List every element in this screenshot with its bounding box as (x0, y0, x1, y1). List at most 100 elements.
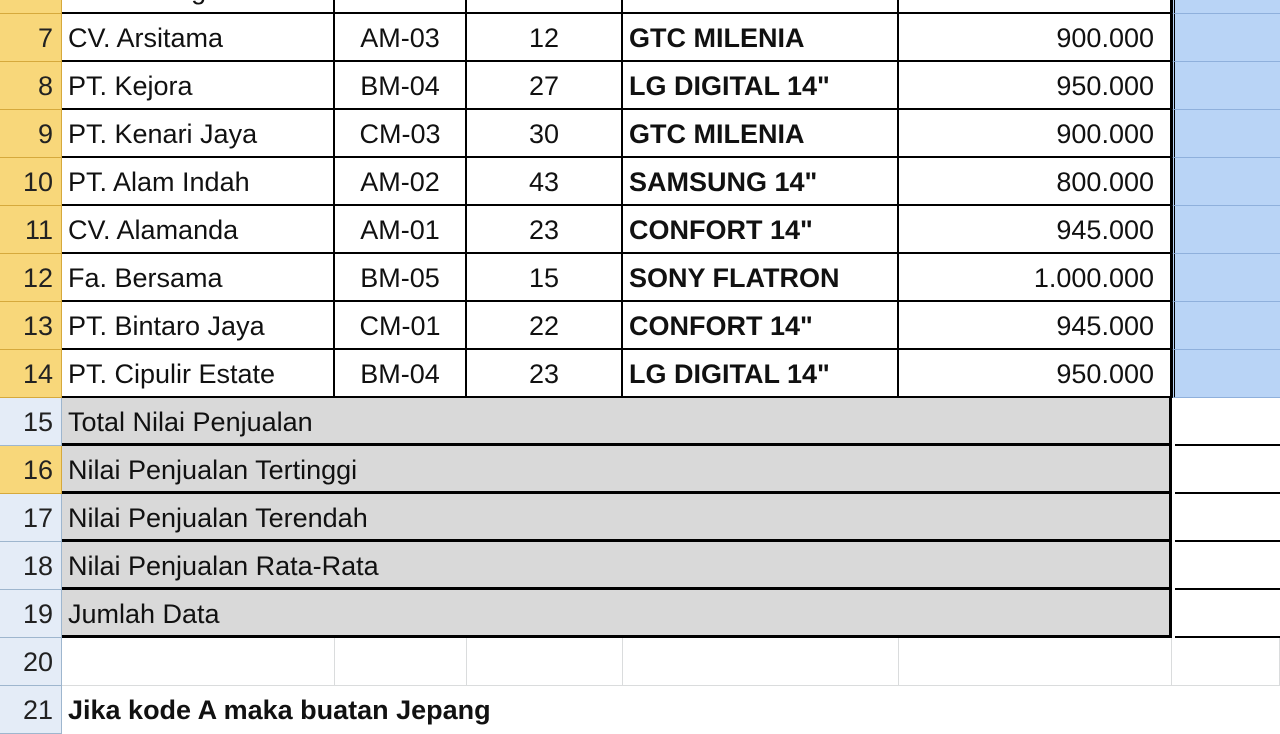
cell-qty[interactable]: 43 (467, 158, 623, 206)
cell[interactable] (623, 638, 899, 686)
summary-value-cell[interactable] (1175, 398, 1280, 446)
table-row: 10 PT. Alam Indah AM-02 43 SAMSUNG 14" 8… (0, 158, 1280, 206)
cell-selected[interactable] (1172, 0, 1280, 14)
summary-label[interactable]: Total Nilai Penjualan (62, 398, 1172, 446)
cell-company[interactable]: CV. Alamanda (62, 206, 335, 254)
row-header[interactable]: 8 (0, 62, 62, 110)
row-header[interactable]: 9 (0, 110, 62, 158)
cell-code[interactable]: AM-01 (335, 206, 467, 254)
cell-code[interactable]: BM-05 (335, 254, 467, 302)
table-row: 8 PT. Kejora BM-04 27 LG DIGITAL 14" 950… (0, 62, 1280, 110)
cell-code[interactable]: AM-03 (335, 14, 467, 62)
cell-price[interactable]: 945.000 (899, 302, 1172, 350)
table-row: 9 PT. Kenari Jaya CM-03 30 GTC MILENIA 9… (0, 110, 1280, 158)
summary-value-cell[interactable] (1175, 590, 1280, 638)
cell-selected[interactable] (1172, 158, 1280, 206)
cell[interactable] (62, 638, 335, 686)
cell-product[interactable]: SONY FLATRON (623, 0, 899, 14)
row-header[interactable]: 6 (0, 0, 62, 14)
row-header[interactable]: 11 (0, 206, 62, 254)
cell-company[interactable]: PT. Kejora (62, 62, 335, 110)
cell-price[interactable]: 1.000.000 (899, 0, 1172, 14)
cell-selected[interactable] (1172, 254, 1280, 302)
cell[interactable] (899, 638, 1172, 686)
row-header[interactable]: 13 (0, 302, 62, 350)
row-header[interactable]: 10 (0, 158, 62, 206)
summary-row: 19 Jumlah Data (0, 590, 1280, 638)
row-header[interactable]: 16 (0, 446, 62, 494)
cell-company[interactable]: PT. Bintaro Jaya (62, 302, 335, 350)
cell-company[interactable]: CV. Arsitama (62, 14, 335, 62)
cell-product[interactable]: LG DIGITAL 14" (623, 62, 899, 110)
cell-product[interactable]: SONY FLATRON (623, 254, 899, 302)
cell-product[interactable]: GTC MILENIA (623, 14, 899, 62)
table-row-20: 20 (0, 638, 1280, 686)
cell-qty[interactable]: 27 (467, 62, 623, 110)
cell-price[interactable]: 800.000 (899, 158, 1172, 206)
cell-product[interactable]: CONFORT 14" (623, 302, 899, 350)
cell-code[interactable]: BM-04 (335, 350, 467, 398)
summary-label[interactable]: Nilai Penjualan Rata-Rata (62, 542, 1172, 590)
cell[interactable] (1172, 638, 1280, 686)
cell-price[interactable]: 1.000.000 (899, 254, 1172, 302)
cell-price[interactable]: 900.000 (899, 110, 1172, 158)
row-header[interactable]: 19 (0, 590, 62, 638)
cell-product[interactable]: GTC MILENIA (623, 110, 899, 158)
cell-company[interactable]: PT. Alam Indah (62, 158, 335, 206)
row-header[interactable]: 18 (0, 542, 62, 590)
summary-label[interactable]: Nilai Penjualan Tertinggi (62, 446, 1172, 494)
cell-code[interactable] (335, 0, 467, 14)
table-row: 11 CV. Alamanda AM-01 23 CONFORT 14" 945… (0, 206, 1280, 254)
cell-qty[interactable]: 23 (467, 206, 623, 254)
cell-product[interactable]: SAMSUNG 14" (623, 158, 899, 206)
summary-value-cell[interactable] (1175, 542, 1280, 590)
cell[interactable] (467, 638, 623, 686)
cell-company[interactable]: PT. Bintang (62, 0, 335, 14)
cell[interactable] (335, 638, 467, 686)
note-cell[interactable]: Jika kode A maka buatan Jepang (68, 695, 491, 725)
summary-value-cell[interactable] (1175, 494, 1280, 542)
cell-selected[interactable] (1172, 302, 1280, 350)
cell-price[interactable]: 945.000 (899, 206, 1172, 254)
cell-qty[interactable] (467, 0, 623, 14)
cell-price[interactable]: 900.000 (899, 14, 1172, 62)
row-header[interactable]: 17 (0, 494, 62, 542)
cell-code[interactable]: CM-03 (335, 110, 467, 158)
row-header[interactable]: 7 (0, 14, 62, 62)
table-row: 7 CV. Arsitama AM-03 12 GTC MILENIA 900.… (0, 14, 1280, 62)
cell-selected[interactable] (1172, 206, 1280, 254)
cell-product[interactable]: LG DIGITAL 14" (623, 350, 899, 398)
cell-company[interactable]: Fa. Bersama (62, 254, 335, 302)
cell-selected[interactable] (1172, 110, 1280, 158)
table-row: 12 Fa. Bersama BM-05 15 SONY FLATRON 1.0… (0, 254, 1280, 302)
cell-code[interactable]: AM-02 (335, 158, 467, 206)
cell-selected[interactable] (1172, 62, 1280, 110)
summary-row: 15 Total Nilai Penjualan (0, 398, 1280, 446)
cell-code[interactable]: CM-01 (335, 302, 467, 350)
cell-qty[interactable]: 22 (467, 302, 623, 350)
table-row: 14 PT. Cipulir Estate BM-04 23 LG DIGITA… (0, 350, 1280, 398)
cell-product[interactable]: CONFORT 14" (623, 206, 899, 254)
summary-row: 16 Nilai Penjualan Tertinggi (0, 446, 1280, 494)
cell-code[interactable]: BM-04 (335, 62, 467, 110)
row-header[interactable]: 21 (0, 686, 62, 734)
cell-company[interactable]: PT. Cipulir Estate (62, 350, 335, 398)
row-header[interactable]: 15 (0, 398, 62, 446)
cell-qty[interactable]: 15 (467, 254, 623, 302)
row-header[interactable]: 12 (0, 254, 62, 302)
cell-qty[interactable]: 12 (467, 14, 623, 62)
cell-qty[interactable]: 23 (467, 350, 623, 398)
table-row-21: 21 Jika kode A maka buatan Jepang (0, 686, 1280, 734)
summary-label[interactable]: Nilai Penjualan Terendah (62, 494, 1172, 542)
cell-price[interactable]: 950.000 (899, 62, 1172, 110)
summary-label[interactable]: Jumlah Data (62, 590, 1172, 638)
cell-selected[interactable] (1172, 14, 1280, 62)
row-header[interactable]: 14 (0, 350, 62, 398)
cell-company[interactable]: PT. Kenari Jaya (62, 110, 335, 158)
row-header[interactable]: 20 (0, 638, 62, 686)
cell-price[interactable]: 950.000 (899, 350, 1172, 398)
table-row: 6 PT. Bintang SONY FLATRON 1.000.000 (0, 0, 1280, 14)
cell-qty[interactable]: 30 (467, 110, 623, 158)
cell-selected[interactable] (1172, 350, 1280, 398)
summary-value-cell[interactable] (1175, 446, 1280, 494)
